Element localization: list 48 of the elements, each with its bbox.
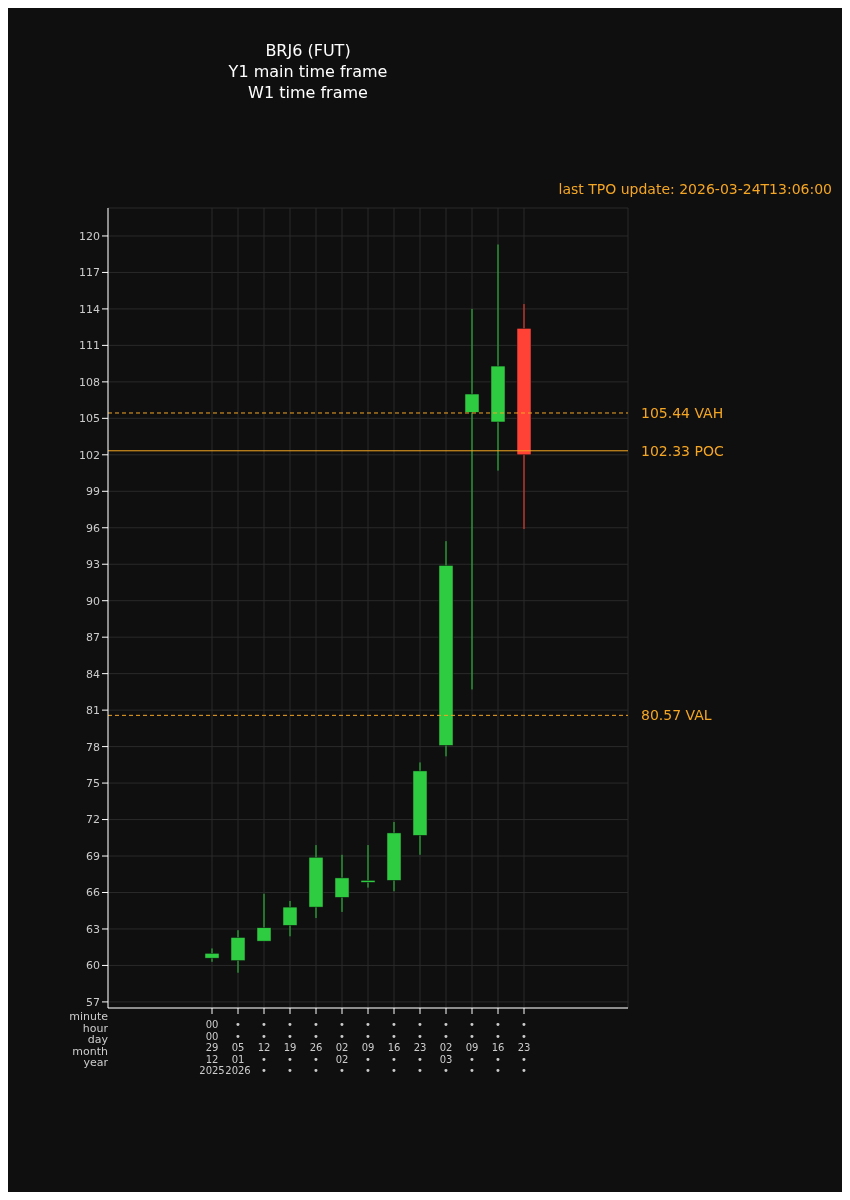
y-tick-label: 57: [86, 995, 100, 1009]
candlestick: [256, 893, 272, 942]
candlestick: [334, 854, 350, 913]
y-tick-label: 117: [79, 266, 100, 280]
y-tick-label: 99: [86, 485, 100, 499]
y-tick-label: 87: [86, 631, 100, 645]
y-tick-label: 63: [86, 922, 100, 936]
x-tick-label: 00 00 29 12 2025: [199, 1019, 225, 1077]
y-tick-label: 114: [79, 302, 100, 316]
y-tick-label: 75: [86, 776, 100, 790]
candlestick: [204, 947, 220, 963]
y-tick-label: 60: [86, 959, 100, 973]
y-tick-label: 93: [86, 558, 100, 572]
x-tick-label: • • 12 • •: [257, 1019, 271, 1077]
y-tick-label: 120: [79, 229, 100, 243]
x-tick-label: • • 09 • •: [465, 1019, 479, 1077]
x-tick-label: • • 23 • •: [413, 1019, 427, 1077]
y-tick-label: 66: [86, 886, 100, 900]
x-tick-label: • • 19 • •: [283, 1019, 297, 1077]
ref-line-label: 105.44 VAH: [641, 404, 724, 421]
y-tick-label: 90: [86, 594, 100, 608]
x-axis-title: minute hour day month year: [69, 1010, 109, 1070]
x-tick-label: • • 09 • •: [361, 1019, 375, 1077]
x-tick-label: • • 02 02 •: [335, 1019, 349, 1077]
candlestick: [230, 929, 246, 974]
y-tick-label: 96: [86, 521, 100, 535]
y-tick-label: 105: [79, 412, 100, 426]
y-tick-label: 102: [79, 448, 100, 462]
y-tick-label: 69: [86, 849, 100, 863]
y-tick-label: 108: [79, 375, 100, 389]
x-tick-label: • • 16 • •: [491, 1019, 505, 1077]
y-tick-label: 84: [86, 667, 100, 681]
x-tick-label: • • 16 • •: [387, 1019, 401, 1077]
x-tick-label: • • 05 01 2026: [225, 1019, 251, 1077]
x-tick-label: • • 02 03 •: [439, 1019, 453, 1077]
y-tick-label: 111: [79, 339, 100, 353]
y-tick-label: 78: [86, 740, 100, 754]
y-tick-label: 81: [86, 704, 100, 718]
x-tick-label: • • 23 • •: [517, 1019, 531, 1077]
y-tick-label: 72: [86, 813, 100, 827]
candlestick: [282, 900, 298, 937]
ref-line-label: 80.57 VAL: [641, 707, 712, 724]
candlestick: [360, 844, 376, 889]
text: last TPO update: 2026-03-24T13:06:00: [558, 181, 832, 197]
chart-subtitle: Y1 main time frame W1 time frame: [227, 61, 389, 103]
ref-line-label: 102.33 POC: [641, 442, 724, 459]
x-tick-label: • • 26 • •: [309, 1019, 323, 1077]
chart-title: BRJ6 (FUT): [264, 40, 352, 61]
